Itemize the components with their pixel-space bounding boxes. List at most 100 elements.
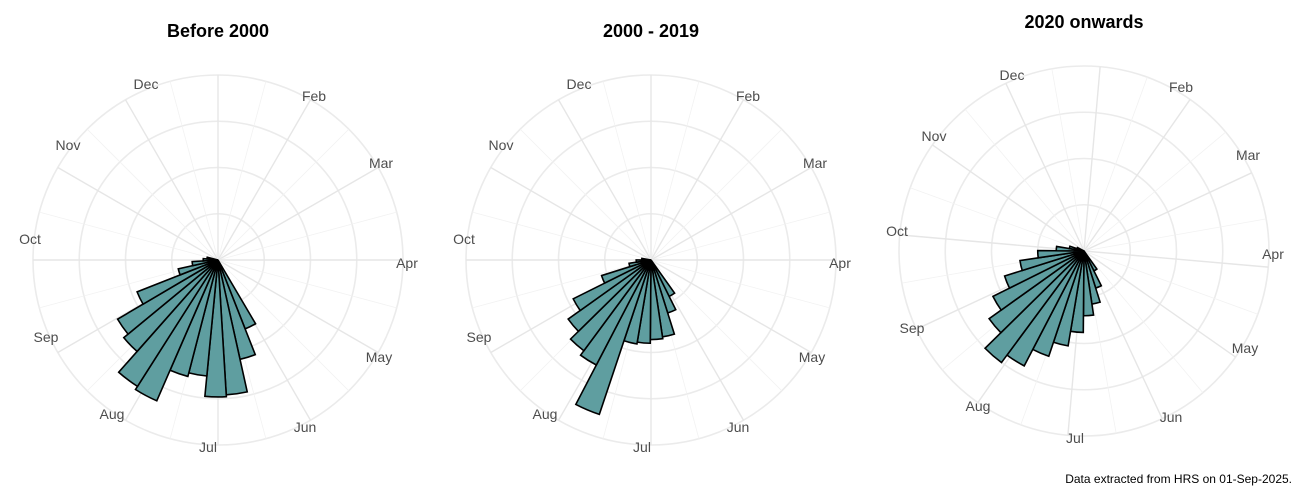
polar-bar (579, 259, 652, 367)
grid-spoke (650, 211, 830, 261)
grid-spoke (910, 187, 1085, 252)
polar-bar (987, 250, 1085, 334)
month-label-jun: Jun (294, 419, 317, 435)
month-label-feb: Feb (1169, 79, 1193, 95)
month-label-apr: Apr (1262, 246, 1284, 262)
month-label-apr: Apr (829, 255, 851, 271)
month-label-dec: Dec (567, 76, 592, 92)
grid-spoke (1083, 172, 1252, 252)
grid-spoke (1083, 250, 1204, 393)
grid-spoke (1083, 77, 1148, 252)
polar-bar (567, 259, 652, 333)
polar-bar (177, 259, 219, 276)
grid-spoke (650, 259, 812, 354)
grid-spoke (1083, 250, 1269, 268)
grid-spoke (217, 259, 350, 392)
grid-spoke (86, 128, 219, 261)
polar-bar (600, 259, 652, 285)
panel-title: 2020 onwards (1024, 12, 1143, 32)
polar-bar (991, 250, 1085, 312)
grid-spoke (1083, 66, 1101, 252)
polar-bar (640, 257, 652, 261)
polar-bar (122, 259, 219, 353)
polar-panel-3: 2020 onwards Dec Feb Mar Apr May Jun Jul Aug Sep O… (886, 12, 1284, 446)
polar-bar (206, 256, 219, 261)
month-label-aug: Aug (533, 406, 558, 422)
grid-spoke (519, 128, 652, 261)
grid-spoke (602, 81, 652, 261)
grid-spoke (932, 144, 1085, 252)
grid-spoke (57, 166, 219, 261)
panel-title: 2000 - 2019 (603, 21, 699, 41)
polar-bar (191, 259, 219, 267)
month-label-oct: Oct (886, 223, 908, 239)
polar-bar (574, 259, 652, 416)
grid-spoke (217, 166, 379, 261)
panel-title: Before 2000 (167, 21, 269, 41)
polar-panel-1: Before 2000 Feb Mar Apr May Jun Jul Aug Sep Oct No… (19, 21, 418, 455)
grid-spoke (1083, 131, 1226, 252)
month-label-may: May (366, 349, 392, 365)
grid-spoke (557, 99, 652, 261)
grid-spoke (650, 166, 812, 261)
grid-spoke (964, 109, 1085, 252)
grid-spoke (217, 259, 397, 309)
polar-bar (117, 259, 219, 388)
month-label-sep: Sep (900, 320, 925, 336)
polar-bar (1003, 250, 1085, 290)
grid-spoke (217, 99, 312, 261)
polar-bar (204, 259, 228, 398)
polar-bar (116, 259, 219, 336)
month-label-nov: Nov (56, 137, 81, 153)
grid-spoke (490, 166, 652, 261)
grid-spoke (472, 259, 652, 309)
grid-spoke (39, 211, 219, 261)
month-label-mar: Mar (369, 155, 393, 171)
polar-bar (136, 259, 219, 306)
month-label-sep: Sep (34, 329, 59, 345)
grid-spoke (472, 211, 652, 261)
grid-spoke (650, 128, 783, 261)
grid-spoke (650, 81, 700, 261)
month-label-apr: Apr (396, 255, 418, 271)
month-label-dec: Dec (1000, 67, 1025, 83)
month-label-jul: Jul (633, 439, 651, 455)
polar-bar (1036, 249, 1085, 259)
month-label-may: May (799, 349, 825, 365)
month-label-aug: Aug (100, 406, 125, 422)
polar-bar (572, 259, 652, 312)
grid-spoke (899, 234, 1085, 252)
month-label-aug: Aug (966, 398, 991, 414)
month-label-dec: Dec (134, 76, 159, 92)
grid-spoke (217, 259, 379, 354)
grid-spoke (650, 259, 830, 309)
polar-bar (569, 259, 652, 352)
grid-spoke (1005, 83, 1085, 252)
grid-spoke (217, 128, 350, 261)
month-label-jun: Jun (727, 419, 750, 435)
polar-bar (628, 259, 652, 268)
month-label-may: May (1232, 340, 1258, 356)
grid-circle (990, 157, 1178, 345)
month-label-feb: Feb (736, 88, 760, 104)
month-label-jul: Jul (1066, 430, 1084, 446)
polar-bar (1075, 246, 1085, 252)
month-label-jun: Jun (1160, 409, 1183, 425)
grid-spoke (124, 99, 219, 261)
polar-panel-2: 2000 - 2019 Dec Feb Mar Apr May Jun Jul Aug Sep Oc… (453, 21, 851, 455)
grid-spoke (169, 81, 219, 261)
month-label-oct: Oct (453, 231, 475, 247)
grid-circle (898, 65, 1270, 437)
month-label-sep: Sep (467, 329, 492, 345)
grid-spoke (217, 211, 397, 261)
month-label-nov: Nov (489, 137, 514, 153)
data-source-caption: Data extracted from HRS on 01-Sep-2025. (1065, 472, 1292, 486)
month-label-mar: Mar (803, 155, 827, 171)
polar-bar (983, 250, 1085, 364)
month-label-jul: Jul (199, 439, 217, 455)
grid-spoke (650, 99, 745, 261)
grid-spoke (650, 259, 783, 392)
grid-spoke (1083, 99, 1191, 252)
month-label-mar: Mar (1236, 147, 1260, 163)
